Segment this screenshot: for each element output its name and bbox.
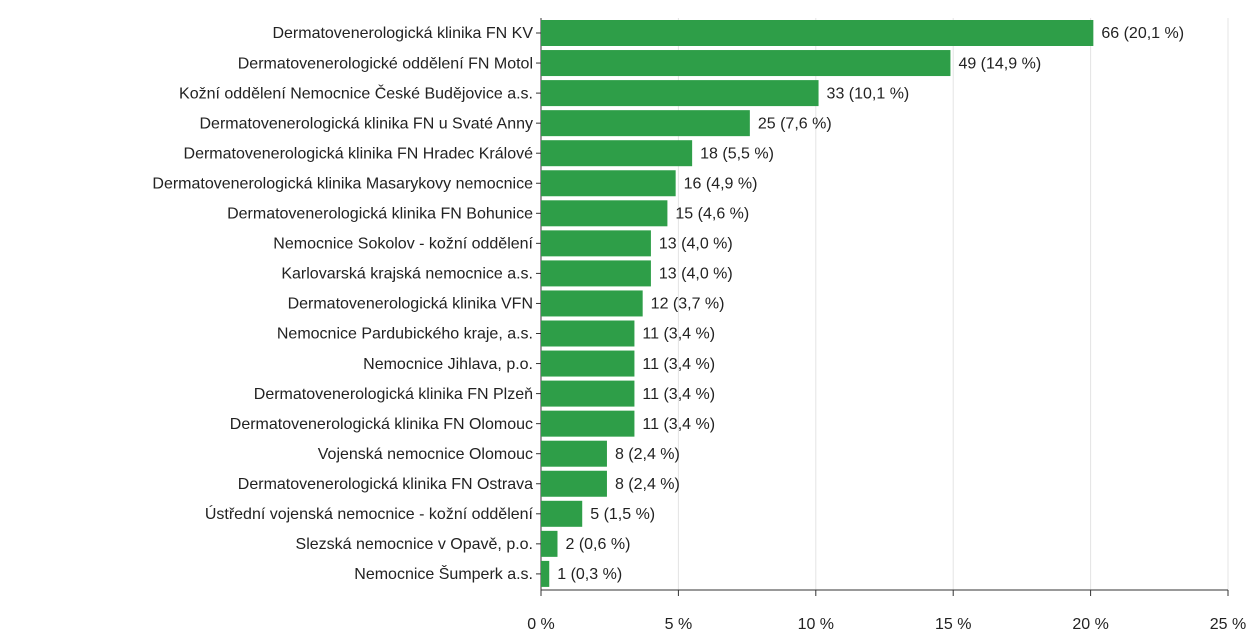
x-tick-label: 20 % — [1072, 616, 1108, 633]
y-tick-label: Dermatovenerologické oddělení FN Motol — [238, 55, 533, 72]
y-tick-label: Nemocnice Šumperk a.s. — [354, 564, 533, 583]
value-label: 12 (3,7 %) — [651, 296, 725, 313]
bar — [541, 50, 951, 77]
bar — [541, 290, 643, 317]
value-label: 11 (3,4 %) — [642, 416, 715, 433]
bar — [541, 410, 635, 437]
value-label: 11 (3,4 %) — [642, 356, 715, 373]
value-label: 16 (4,9 %) — [684, 175, 758, 192]
y-tick-label: Vojenská nemocnice Olomouc — [318, 446, 533, 463]
value-label: 25 (7,6 %) — [758, 115, 832, 132]
y-tick-label: Kožní oddělení Nemocnice České Budějovic… — [179, 83, 533, 102]
value-label: 18 (5,5 %) — [700, 145, 774, 162]
bar — [541, 560, 550, 587]
x-tick-label: 5 % — [665, 616, 693, 633]
value-label: 13 (4,0 %) — [659, 236, 733, 253]
value-label: 49 (14,9 %) — [958, 55, 1041, 72]
value-label: 8 (2,4 %) — [615, 446, 680, 463]
x-tick-label: 15 % — [935, 616, 971, 633]
y-tick-label: Ústřední vojenská nemocnice - kožní oddě… — [205, 504, 534, 523]
bar — [541, 200, 668, 227]
y-tick-label: Nemocnice Pardubického kraje, a.s. — [277, 326, 533, 343]
bar — [541, 20, 1094, 46]
bar — [541, 230, 651, 257]
bar — [541, 140, 693, 167]
y-tick-label: Dermatovenerologická klinika FN Ostrava — [238, 476, 533, 493]
bar — [541, 380, 635, 407]
value-label: 8 (2,4 %) — [615, 476, 680, 493]
value-label: 11 (3,4 %) — [642, 326, 715, 343]
value-label: 15 (4,6 %) — [675, 206, 749, 223]
value-label: 2 (0,6 %) — [565, 536, 630, 553]
value-label: 11 (3,4 %) — [642, 386, 715, 403]
value-label: 5 (1,5 %) — [590, 506, 655, 523]
bar — [541, 260, 651, 287]
bar — [541, 320, 635, 347]
y-tick-label: Dermatovenerologická klinika FN Olomouc — [230, 416, 533, 433]
value-label: 33 (10,1 %) — [827, 85, 910, 102]
x-tick-label: 10 % — [798, 616, 834, 633]
bar — [541, 80, 819, 107]
y-tick-label: Nemocnice Sokolov - kožní oddělení — [273, 236, 533, 253]
y-tick-label: Dermatovenerologická klinika FN Hradec K… — [184, 145, 534, 162]
value-label: 13 (4,0 %) — [659, 266, 733, 283]
bar — [541, 500, 583, 527]
y-tick-label: Dermatovenerologická klinika FN u Svaté … — [200, 115, 534, 132]
bar — [541, 530, 558, 557]
x-tick-label: 25 % — [1210, 616, 1246, 633]
bar — [541, 350, 635, 377]
x-tick-label: 0 % — [527, 616, 555, 633]
y-tick-label: Dermatovenerologická klinika Masarykovy … — [152, 175, 533, 192]
y-tick-label: Slezská nemocnice v Opavě, p.o. — [296, 536, 533, 553]
value-label: 66 (20,1 %) — [1101, 25, 1184, 42]
y-tick-label: Dermatovenerologická klinika FN KV — [272, 25, 533, 42]
bar — [541, 440, 607, 467]
y-tick-label: Dermatovenerologická klinika FN Plzeň — [254, 386, 533, 403]
y-tick-label: Nemocnice Jihlava, p.o. — [363, 356, 533, 373]
value-label: 1 (0,3 %) — [557, 566, 622, 583]
y-tick-label: Karlovarská krajská nemocnice a.s. — [281, 266, 533, 283]
y-tick-label: Dermatovenerologická klinika FN Bohunice — [227, 206, 533, 223]
y-tick-label: Dermatovenerologická klinika VFN — [288, 296, 533, 313]
bar — [541, 170, 676, 197]
bar — [541, 110, 750, 137]
bar — [541, 470, 607, 497]
